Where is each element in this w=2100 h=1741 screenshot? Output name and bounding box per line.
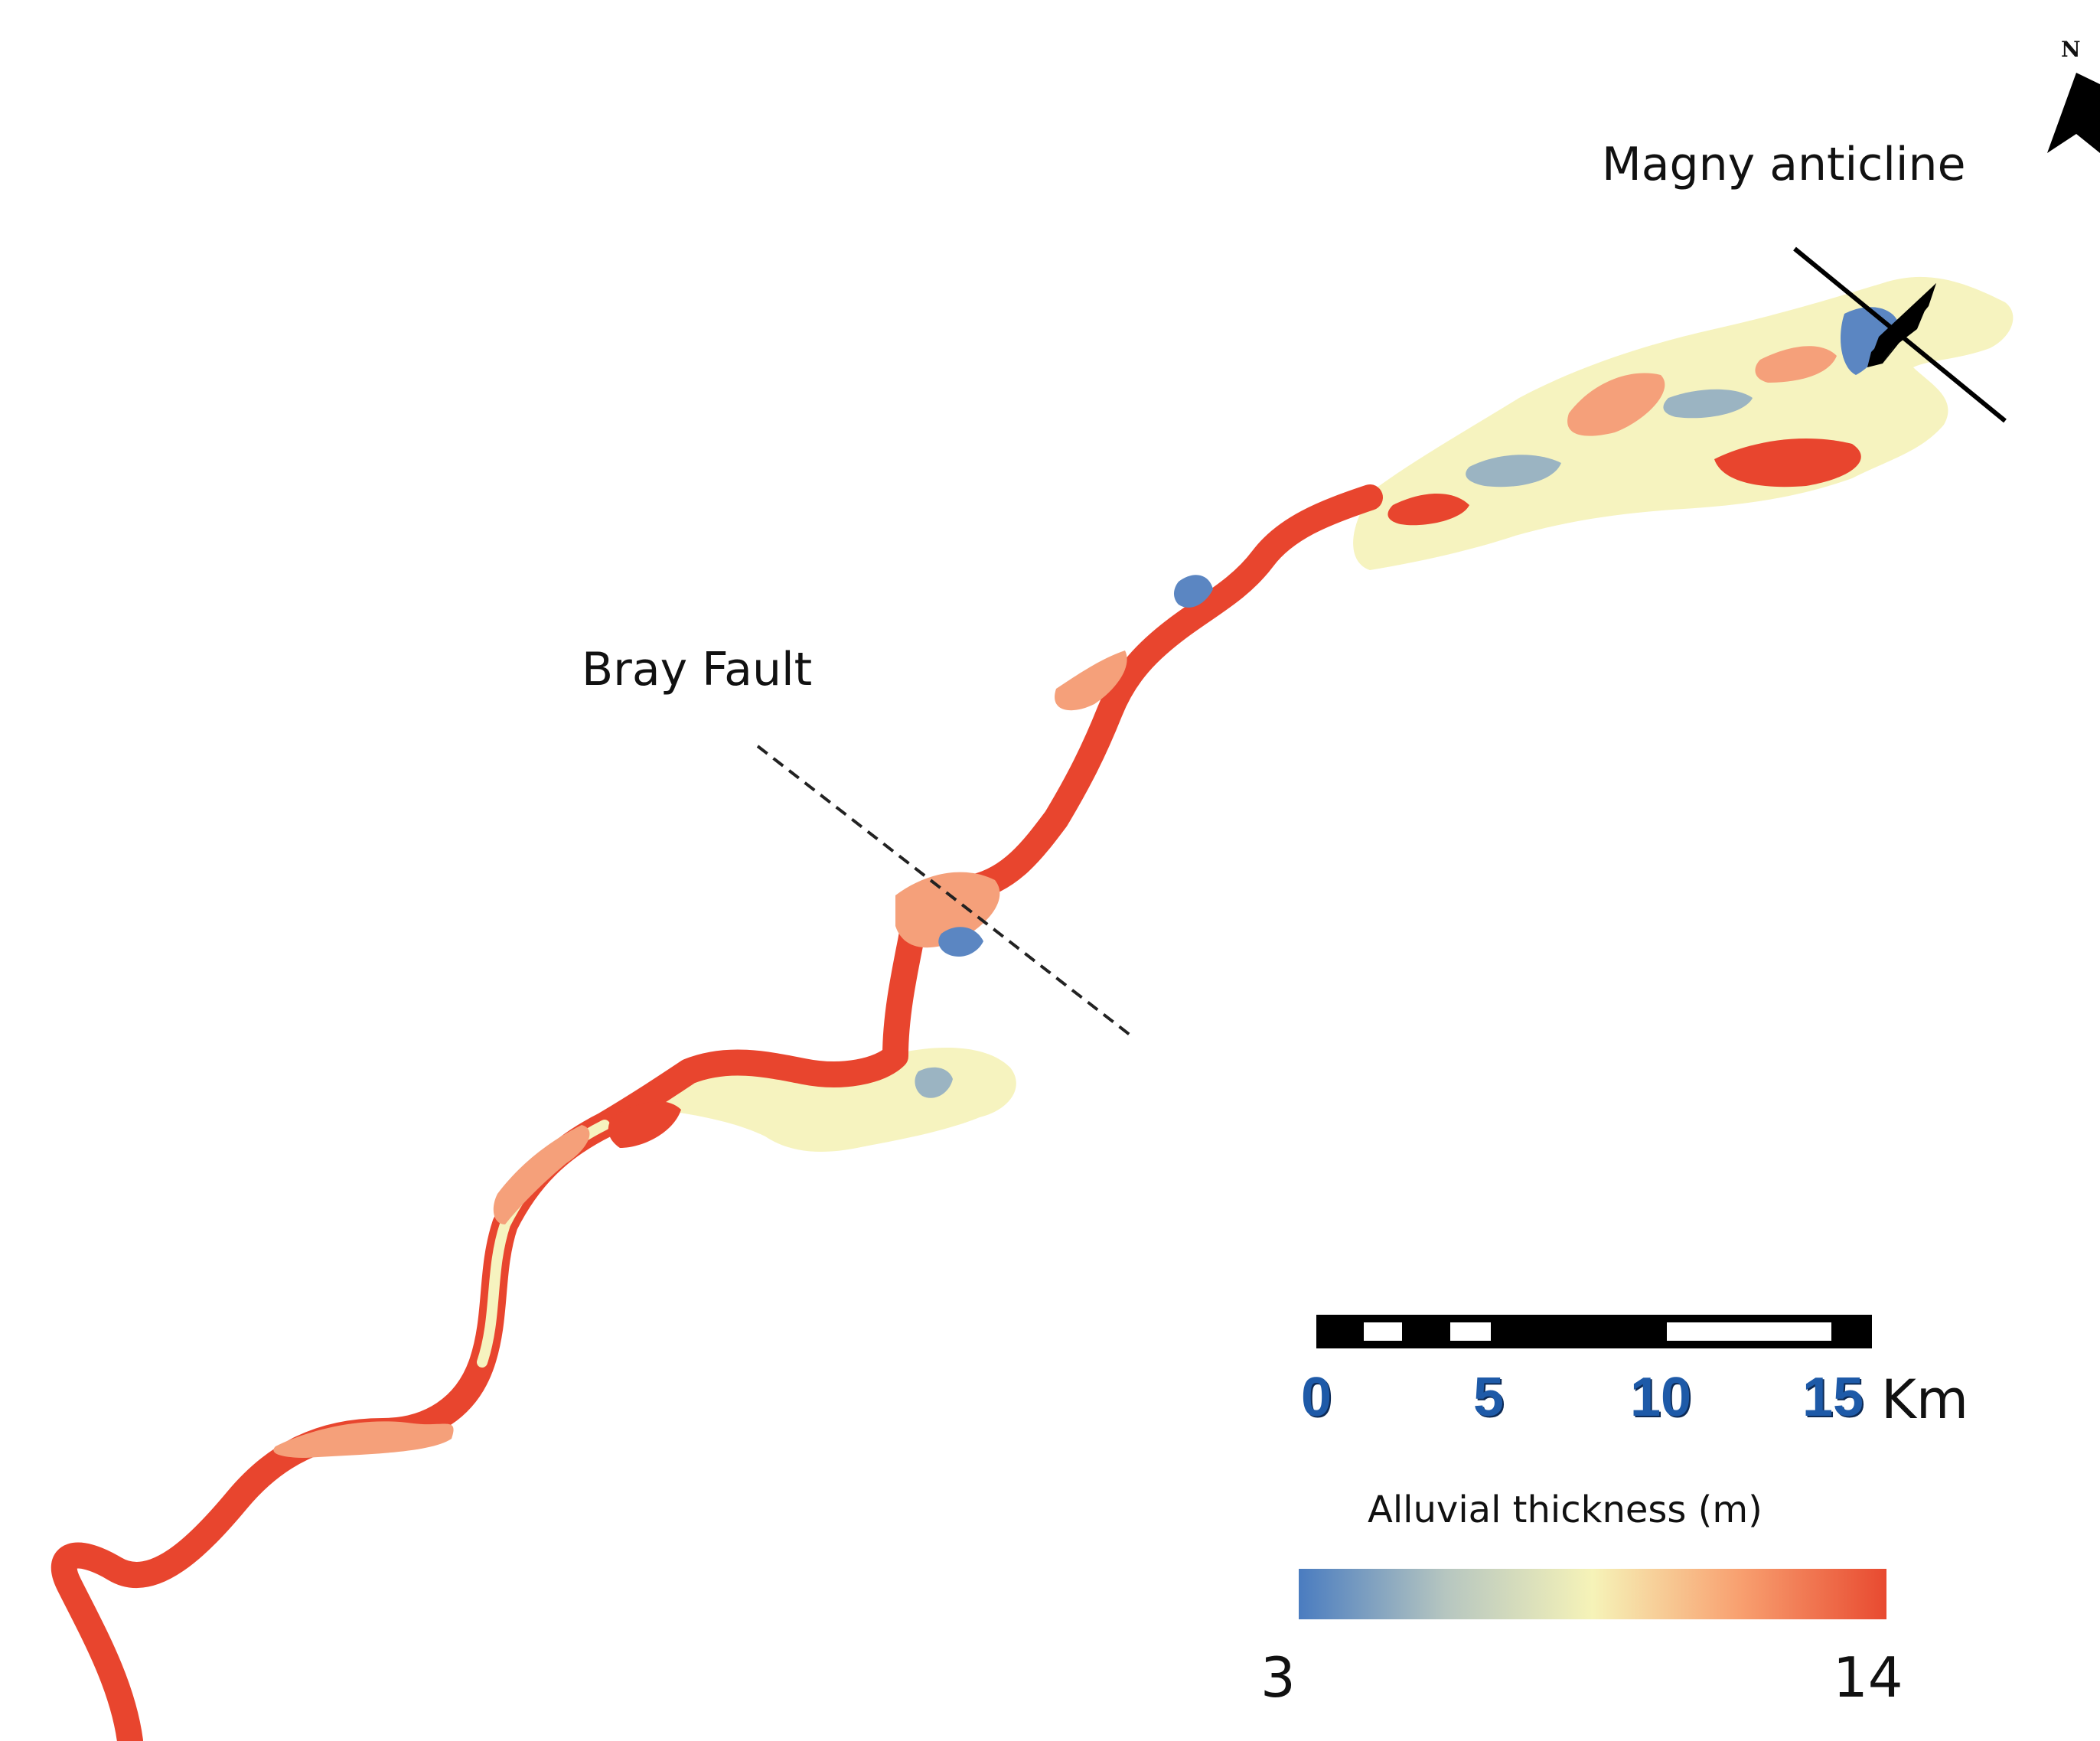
bray-blue-patch <box>1174 575 1213 608</box>
bray-fault-label: Bray Fault <box>582 643 813 696</box>
north-red-patch-2 <box>1714 438 1861 487</box>
middle-red-patch <box>608 1101 681 1148</box>
north-letter: N <box>2061 37 2081 62</box>
anticline-symbol-icon <box>1793 246 2007 423</box>
north-blue-patch-2 <box>1663 389 1753 419</box>
middle-blue-patch-2 <box>938 927 983 957</box>
scale-tick-label: 0 <box>1301 1367 1332 1428</box>
scale-bar <box>1316 1315 1872 1348</box>
river-main-channel <box>51 484 1383 1741</box>
north-orange-patch <box>1755 346 1837 383</box>
scale-unit-label: Km <box>1881 1368 1969 1431</box>
orange-patch-2 <box>493 1125 590 1224</box>
river-valley <box>51 276 2014 1741</box>
north-red-patch-3 <box>1388 494 1469 526</box>
scale-tick-label: 5 <box>1473 1367 1505 1428</box>
north-blue-patch-1 <box>1466 455 1561 487</box>
orange-patch-4 <box>895 872 1000 948</box>
scale-tick-label: 10 <box>1630 1367 1692 1428</box>
north-arrow-icon <box>2047 73 2100 153</box>
legend-title: Alluvial thickness (m) <box>1368 1488 1762 1531</box>
orange-patch-3 <box>1055 650 1127 711</box>
legend-min-label: 3 <box>1260 1645 1296 1710</box>
middle-blue-patch-1 <box>915 1067 953 1098</box>
scale-tick-label: 15 <box>1802 1367 1864 1428</box>
orange-patch-1 <box>273 1421 454 1458</box>
magny-anticline-label: Magny anticline <box>1602 138 1966 191</box>
north-red-patch-1 <box>1567 373 1665 436</box>
legend-color-ramp <box>1299 1569 1886 1619</box>
legend-max-label: 14 <box>1833 1645 1903 1710</box>
